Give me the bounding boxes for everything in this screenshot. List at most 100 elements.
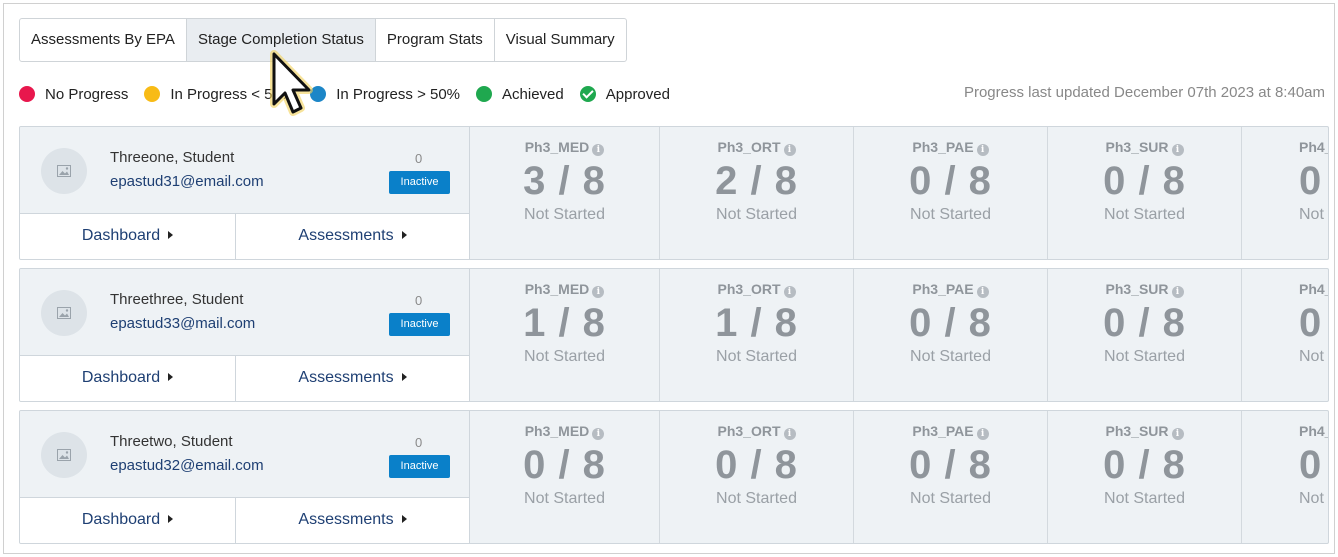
status-badge: Inactive [389, 171, 450, 194]
image-placeholder-icon [57, 449, 71, 461]
stage-code: Ph4_ [1299, 423, 1328, 439]
stage-tile[interactable]: Ph3_ORT i 1 / 8 Not Started [660, 269, 854, 401]
dashboard-link[interactable]: Dashboard [20, 214, 236, 259]
assessments-link-label: Assessments [298, 511, 394, 528]
stage-tile[interactable]: Ph3_MED i 1 / 8 Not Started [470, 269, 660, 401]
image-placeholder-icon [57, 165, 71, 177]
stage-tile[interactable]: Ph4_ 0 Not [1242, 269, 1328, 401]
caret-right-icon [168, 515, 174, 523]
legend-label: In Progress > 50% [336, 85, 461, 103]
stage-list: Ph3_MED i 3 / 8 Not Started Ph3_ORT i 2 / … [470, 127, 1328, 259]
stage-tile[interactable]: Ph4_ 0 Not [1242, 127, 1328, 259]
legend-label: Approved [605, 85, 670, 103]
stage-code: Ph3_PAE [912, 281, 974, 297]
avatar [41, 148, 87, 194]
stage-code: Ph3_PAE [912, 423, 974, 439]
info-icon[interactable]: i [976, 286, 989, 298]
dashboard-link[interactable]: Dashboard [20, 356, 236, 401]
stage-code-wrap: Ph3_PAE i [854, 281, 1047, 298]
stage-value: 0 / 8 [1103, 301, 1186, 345]
assessments-link[interactable]: Assessments [236, 498, 469, 543]
stage-status: Not Started [524, 206, 605, 223]
student-email[interactable]: epastud31@email.com [110, 173, 264, 190]
stage-code: Ph3_MED [524, 423, 590, 439]
stage-tile[interactable]: Ph3_MED i 3 / 8 Not Started [470, 127, 660, 259]
stage-code: Ph4_ [1299, 281, 1328, 297]
info-icon[interactable]: i [783, 428, 796, 440]
stage-value: 1 / 8 [715, 301, 798, 345]
stage-status: Not Started [910, 206, 991, 223]
student-email[interactable]: epastud33@mail.com [110, 315, 256, 332]
stage-tile[interactable]: Ph3_SUR i 0 / 8 Not Started [1048, 127, 1242, 259]
info-icon[interactable]: i [1171, 428, 1184, 440]
info-icon[interactable]: i [976, 144, 989, 156]
caret-right-icon [168, 373, 174, 381]
stage-code-wrap: Ph3_SUR i [1048, 423, 1241, 440]
status-badge: Inactive [389, 313, 450, 336]
stage-value: 0 / 8 [523, 443, 606, 487]
caret-right-icon [401, 373, 407, 381]
stage-tile[interactable]: Ph4_ 0 Not [1242, 411, 1328, 543]
stage-tile[interactable]: Ph3_PAE i 0 / 8 Not Started [854, 127, 1048, 259]
stage-status: Not Started [1104, 206, 1185, 223]
info-icon[interactable]: i [1171, 144, 1184, 156]
tab-program-stats[interactable]: Program Stats [376, 19, 495, 61]
tab-visual-summary[interactable]: Visual Summary [505, 31, 615, 48]
student-count: 0 [415, 151, 423, 166]
stage-value: 1 / 8 [523, 301, 606, 345]
tab-stage-completion-status[interactable]: Stage Completion Status [186, 19, 376, 61]
stage-tile[interactable]: Ph3_PAE i 0 / 8 Not Started [854, 269, 1048, 401]
assessments-link[interactable]: Assessments [236, 356, 469, 401]
student-header: Threeone, Student epastud31@email.com 0 … [20, 127, 469, 213]
stage-list: Ph3_MED i 1 / 8 Not Started Ph3_ORT i 1 / … [470, 269, 1328, 401]
legend-label: Achieved [502, 85, 564, 103]
stage-code-wrap: Ph3_SUR i [1048, 281, 1241, 298]
tab-assessments-by-epa[interactable]: Assessments By EPA [20, 19, 187, 61]
info-icon[interactable]: i [1171, 286, 1184, 298]
student-card: Threethree, Student epastud33@mail.com 0… [19, 268, 1329, 402]
stage-status: Not [1299, 348, 1324, 365]
student-card: Threeone, Student epastud31@email.com 0 … [19, 126, 1329, 260]
info-icon[interactable]: i [592, 144, 605, 156]
student-email[interactable]: epastud32@email.com [110, 457, 264, 474]
stage-tile[interactable]: Ph3_ORT i 0 / 8 Not Started [660, 411, 854, 543]
stage-tile[interactable]: Ph3_SUR i 0 / 8 Not Started [1048, 269, 1242, 401]
student-links: Dashboard Assessments [20, 497, 469, 543]
legend-in-progress-low: In Progress < 50% [144, 86, 294, 103]
stage-status: Not Started [910, 348, 991, 365]
stage-code-wrap: Ph3_MED i [470, 423, 659, 440]
caret-right-icon [168, 231, 174, 239]
red-dot-icon [19, 86, 35, 102]
stage-tile[interactable]: Ph3_ORT i 2 / 8 Not Started [660, 127, 854, 259]
stage-tile[interactable]: Ph3_MED i 0 / 8 Not Started [470, 411, 660, 543]
stage-status: Not Started [524, 490, 605, 507]
avatar [41, 432, 87, 478]
stage-code: Ph3_SUR [1105, 423, 1169, 439]
info-icon[interactable]: i [783, 286, 796, 298]
info-icon[interactable]: i [592, 286, 605, 298]
legend-achieved: Achieved [476, 86, 564, 103]
stage-tile[interactable]: Ph3_SUR i 0 / 8 Not Started [1048, 411, 1242, 543]
stage-code: Ph3_ORT [717, 281, 781, 297]
image-placeholder-icon [57, 307, 71, 319]
view-tabs: Assessments By EPA Stage Completion Stat… [19, 18, 627, 62]
dashboard-link-label: Dashboard [81, 369, 161, 386]
legend-approved: Approved [579, 85, 670, 103]
avatar [41, 290, 87, 336]
stage-code-wrap: Ph3_ORT i [660, 281, 853, 298]
info-icon[interactable]: i [783, 144, 796, 156]
stage-code: Ph4_ [1299, 139, 1328, 155]
student-name: Threetwo, Student [110, 433, 233, 450]
stage-status: Not Started [1104, 490, 1185, 507]
stage-list: Ph3_MED i 0 / 8 Not Started Ph3_ORT i 0 / … [470, 411, 1328, 543]
progress-legend: No Progress In Progress < 50% In Progres… [19, 83, 686, 105]
dashboard-link[interactable]: Dashboard [20, 498, 236, 543]
stage-value: 0 / 8 [715, 443, 798, 487]
info-icon[interactable]: i [976, 428, 989, 440]
caret-right-icon [401, 515, 407, 523]
check-circle-icon [579, 86, 596, 102]
assessments-link[interactable]: Assessments [236, 214, 469, 259]
stage-status: Not Started [910, 490, 991, 507]
info-icon[interactable]: i [592, 428, 605, 440]
stage-tile[interactable]: Ph3_PAE i 0 / 8 Not Started [854, 411, 1048, 543]
